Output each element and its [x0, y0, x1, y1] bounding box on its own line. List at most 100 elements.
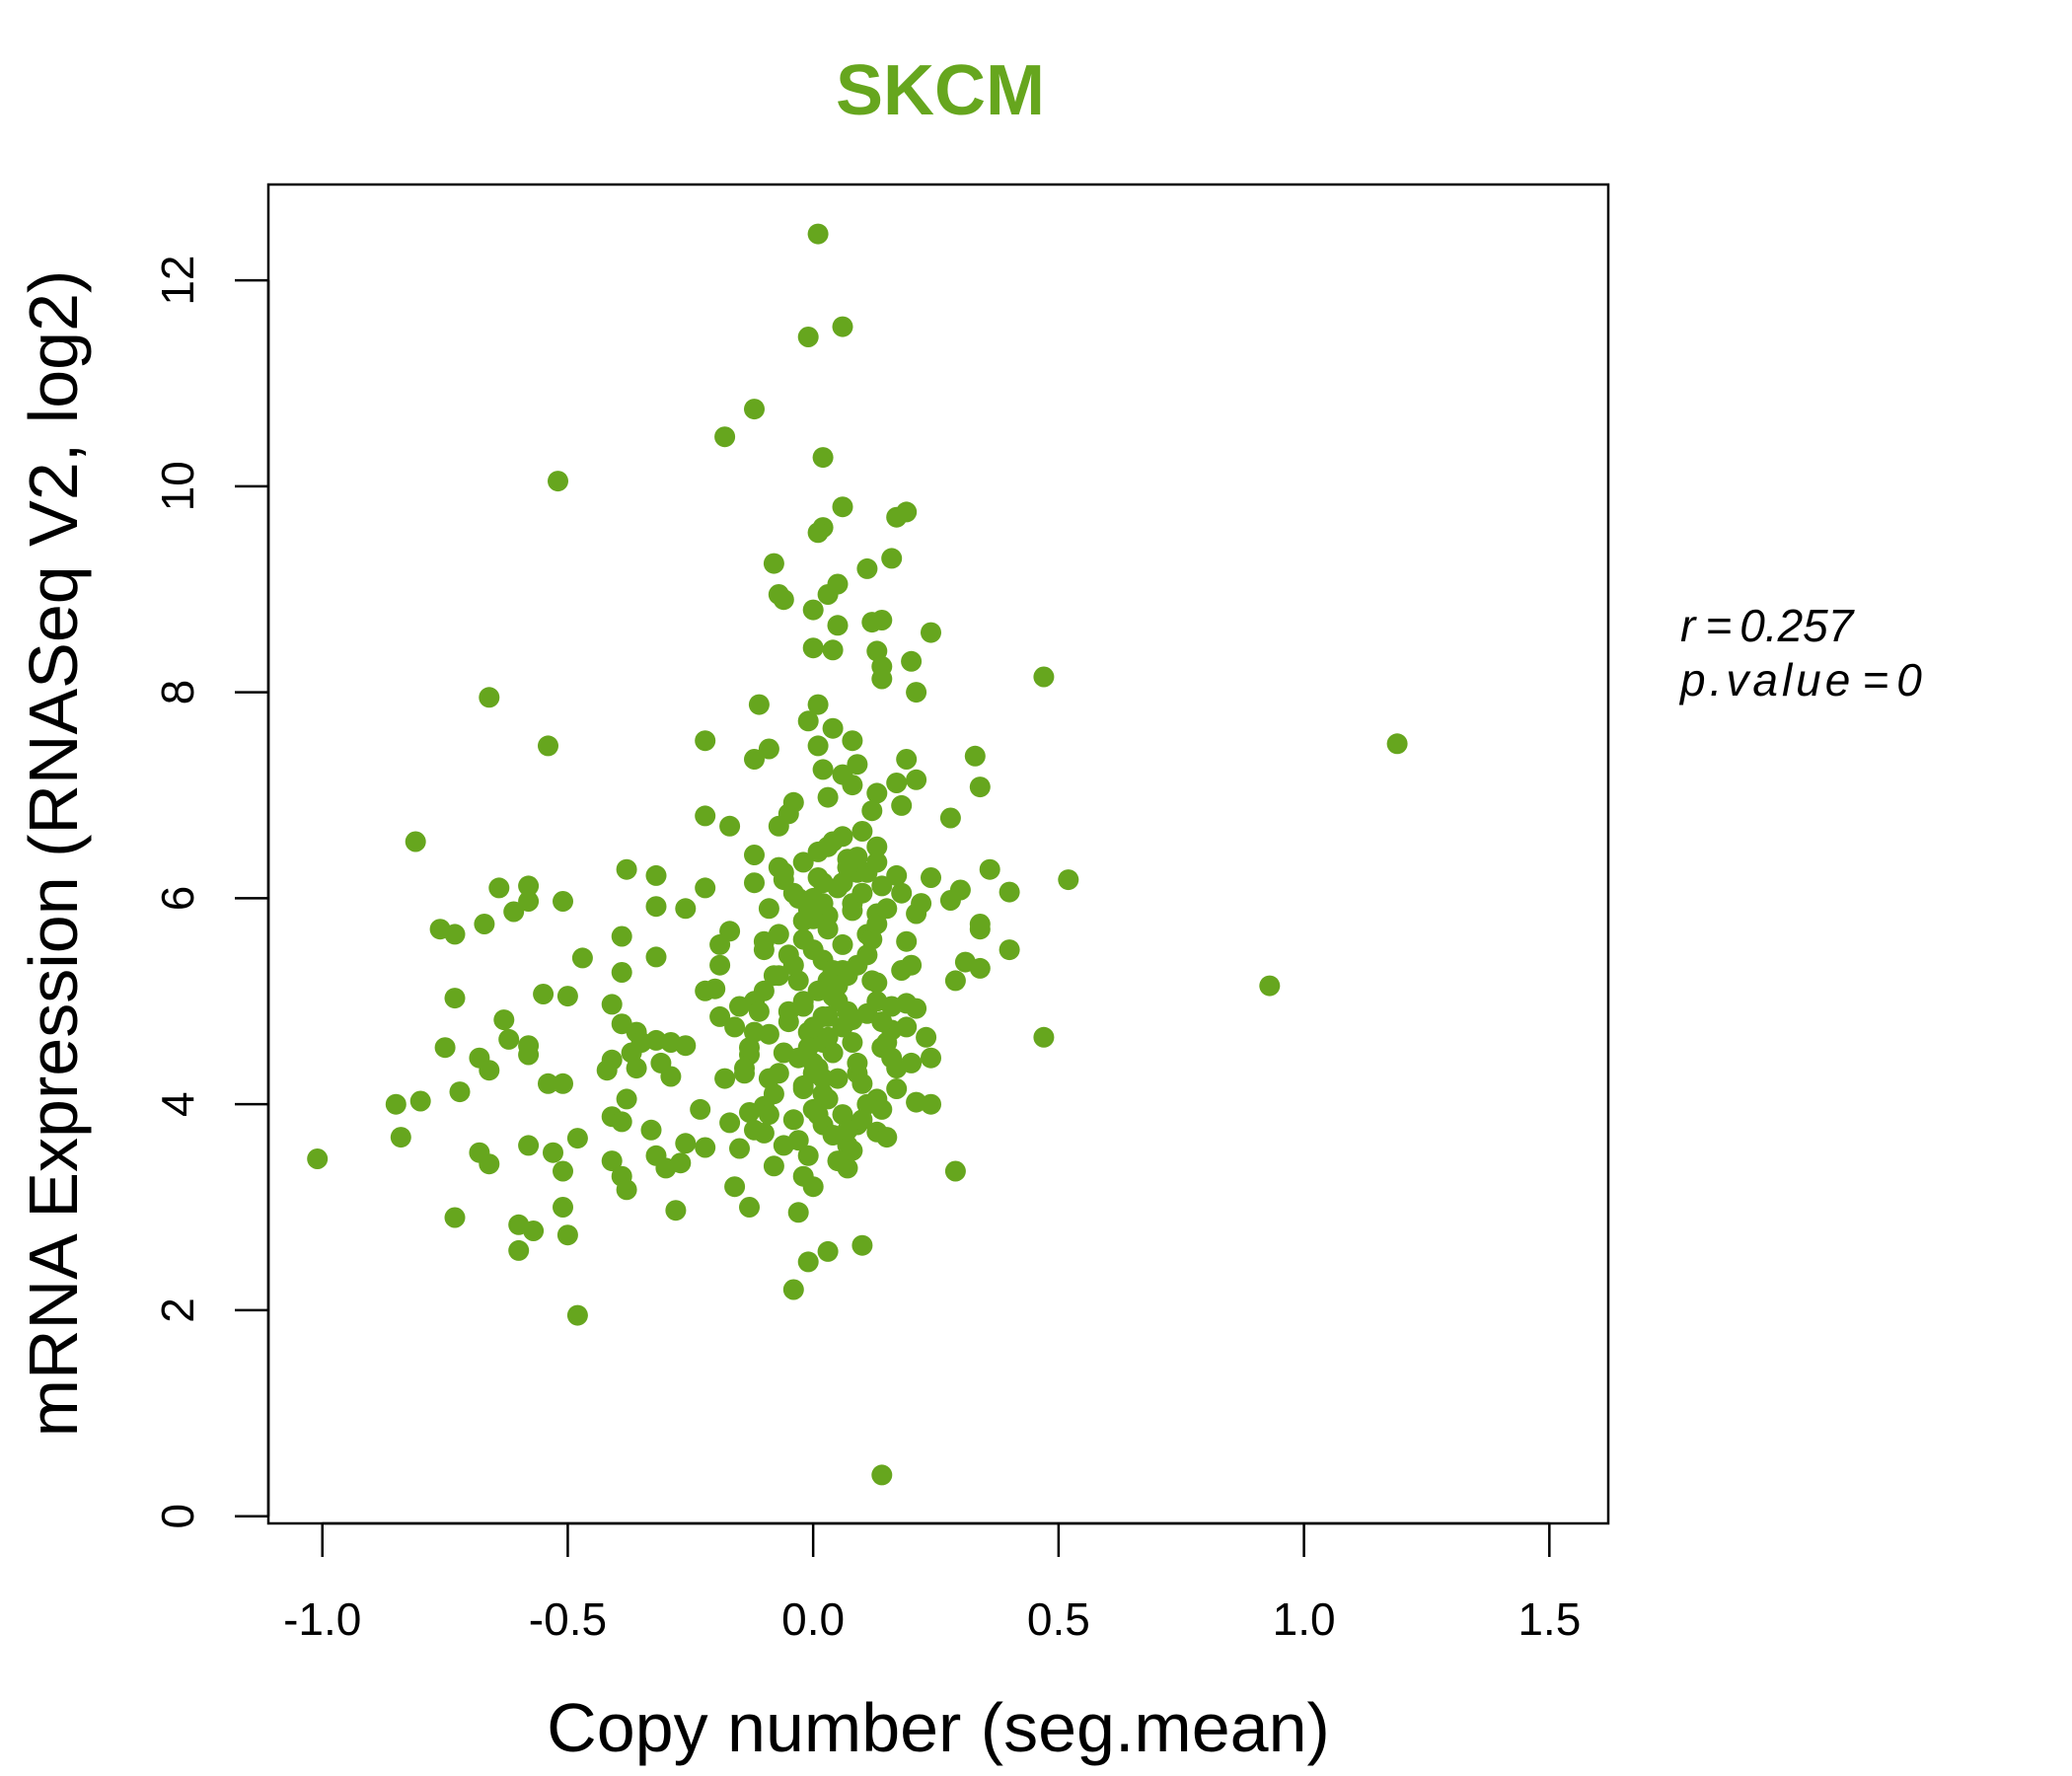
x-tick-label: 1.5 — [1517, 1593, 1581, 1645]
data-point — [891, 960, 913, 981]
data-point — [891, 794, 913, 816]
data-point — [807, 735, 829, 757]
data-point — [797, 1037, 819, 1059]
data-point — [753, 939, 775, 961]
data-point — [797, 1145, 819, 1166]
data-point — [792, 991, 814, 1012]
data-point — [802, 1176, 824, 1198]
data-point — [901, 1052, 923, 1073]
data-point — [571, 947, 593, 969]
data-point — [739, 1037, 760, 1059]
data-point — [498, 1028, 520, 1050]
data-point — [832, 933, 853, 955]
data-point — [503, 901, 525, 923]
data-point — [999, 939, 1020, 961]
data-point — [773, 861, 794, 883]
data-point — [744, 845, 765, 865]
y-tick-label: 2 — [152, 1297, 203, 1323]
data-point — [748, 1000, 770, 1022]
x-tick-label: 0.5 — [1027, 1593, 1090, 1645]
data-point — [409, 1090, 431, 1112]
data-point — [822, 717, 844, 739]
data-point — [616, 1088, 637, 1110]
data-point — [797, 710, 819, 732]
data-point — [827, 615, 849, 636]
y-tick-label: 8 — [152, 680, 203, 705]
data-point — [729, 996, 750, 1017]
data-point — [871, 1011, 893, 1033]
data-point — [979, 858, 1000, 880]
data-point — [906, 769, 927, 790]
data-point — [921, 1093, 941, 1115]
data-point — [837, 965, 858, 987]
p-value: 0 — [1896, 654, 1922, 705]
data-point — [695, 877, 716, 899]
data-point — [842, 1032, 863, 1053]
data-point — [1033, 1026, 1055, 1048]
data-point — [837, 1119, 858, 1141]
data-point — [556, 986, 578, 1007]
data-point — [812, 1083, 834, 1105]
data-point — [675, 1035, 697, 1057]
data-point — [695, 1137, 716, 1158]
data-point — [896, 930, 918, 952]
data-point — [886, 864, 908, 886]
data-point — [802, 599, 824, 621]
data-point — [434, 1037, 456, 1059]
y-axis-label: mRNA Expression (RNASeq V2, log2) — [15, 270, 92, 1438]
data-point — [714, 1068, 736, 1089]
data-point — [744, 749, 765, 770]
data-point — [861, 612, 883, 633]
data-point — [782, 1109, 804, 1131]
data-point — [969, 777, 991, 798]
data-point — [861, 800, 883, 822]
data-point — [385, 1093, 407, 1115]
y-tick-label: 6 — [152, 886, 203, 912]
data-point — [748, 694, 770, 715]
r-label: r — [1680, 600, 1697, 651]
data-point — [444, 988, 466, 1009]
data-point — [739, 1197, 760, 1218]
data-point — [842, 730, 863, 752]
y-tick-label: 0 — [152, 1504, 203, 1529]
data-point — [611, 925, 632, 947]
data-point — [1058, 869, 1079, 891]
data-point — [827, 1150, 849, 1172]
data-point — [842, 1140, 863, 1161]
data-point — [969, 957, 991, 979]
data-point — [827, 1068, 849, 1089]
data-point — [729, 1138, 750, 1159]
data-point — [906, 903, 927, 925]
data-point — [886, 1078, 908, 1099]
data-point — [645, 896, 667, 918]
data-point — [866, 851, 888, 873]
data-point — [596, 1060, 618, 1081]
data-point — [773, 1042, 794, 1064]
y-axis: 0 2 4 6 8 10 12 — [152, 256, 270, 1529]
data-point — [773, 1135, 794, 1156]
data-point — [876, 1127, 898, 1148]
data-point — [837, 1000, 858, 1022]
points-layer — [307, 223, 1408, 1486]
data-point — [1033, 666, 1055, 688]
data-point — [939, 890, 961, 911]
data-point — [773, 589, 794, 611]
data-point — [449, 1081, 471, 1103]
data-point — [851, 821, 873, 842]
data-point — [444, 1207, 466, 1228]
data-point — [660, 1066, 682, 1087]
data-point — [758, 1068, 779, 1089]
data-point — [807, 694, 829, 715]
data-point — [797, 1251, 819, 1273]
data-point — [876, 898, 898, 920]
data-point — [856, 557, 878, 579]
data-point — [916, 1026, 937, 1048]
data-point — [817, 836, 839, 857]
data-point — [944, 970, 966, 992]
data-point — [758, 738, 779, 760]
data-point — [616, 1179, 637, 1201]
data-point — [847, 1052, 868, 1073]
y-tick-label: 4 — [152, 1091, 203, 1117]
data-point — [944, 1160, 966, 1182]
